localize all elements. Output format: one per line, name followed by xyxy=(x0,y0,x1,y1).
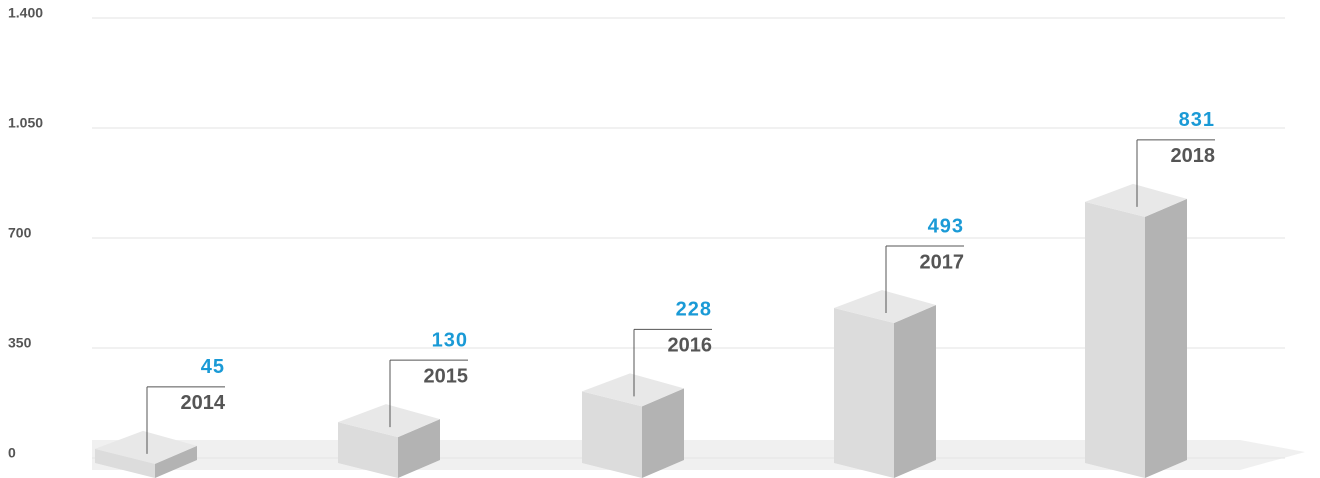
bar-side xyxy=(155,445,197,478)
bar xyxy=(834,290,936,478)
value-label: 130 xyxy=(432,329,468,351)
category-label: 2016 xyxy=(668,335,713,357)
category-label: 2015 xyxy=(424,365,469,387)
bar-front xyxy=(834,308,894,478)
bar-side xyxy=(1145,198,1187,478)
y-tick-label: 700 xyxy=(8,225,32,241)
bar xyxy=(582,373,684,478)
value-label: 228 xyxy=(676,299,712,321)
bar xyxy=(95,430,197,478)
y-tick-label: 0 xyxy=(8,445,16,461)
bar-front xyxy=(582,391,642,478)
bar-side xyxy=(894,305,936,478)
bar-front xyxy=(1085,201,1145,478)
bar-front xyxy=(338,422,398,478)
bar-top xyxy=(95,430,197,464)
category-label: 2018 xyxy=(1171,145,1216,167)
bar xyxy=(1085,183,1187,478)
bar-top xyxy=(834,290,936,324)
value-label: 831 xyxy=(1179,109,1215,131)
bar-front xyxy=(95,448,155,478)
bar-side xyxy=(398,419,440,478)
value-label: 493 xyxy=(928,215,964,237)
category-label: 2014 xyxy=(181,392,226,414)
bar-top xyxy=(582,373,684,407)
bar xyxy=(338,404,440,478)
y-tick-label: 1.050 xyxy=(8,115,43,131)
category-label: 2017 xyxy=(920,251,965,273)
bar-top xyxy=(338,404,440,438)
bar-side xyxy=(642,388,684,478)
y-tick-label: 350 xyxy=(8,335,32,351)
y-tick-label: 1.400 xyxy=(8,5,43,21)
value-label: 45 xyxy=(201,356,225,378)
bar-top xyxy=(1085,183,1187,217)
